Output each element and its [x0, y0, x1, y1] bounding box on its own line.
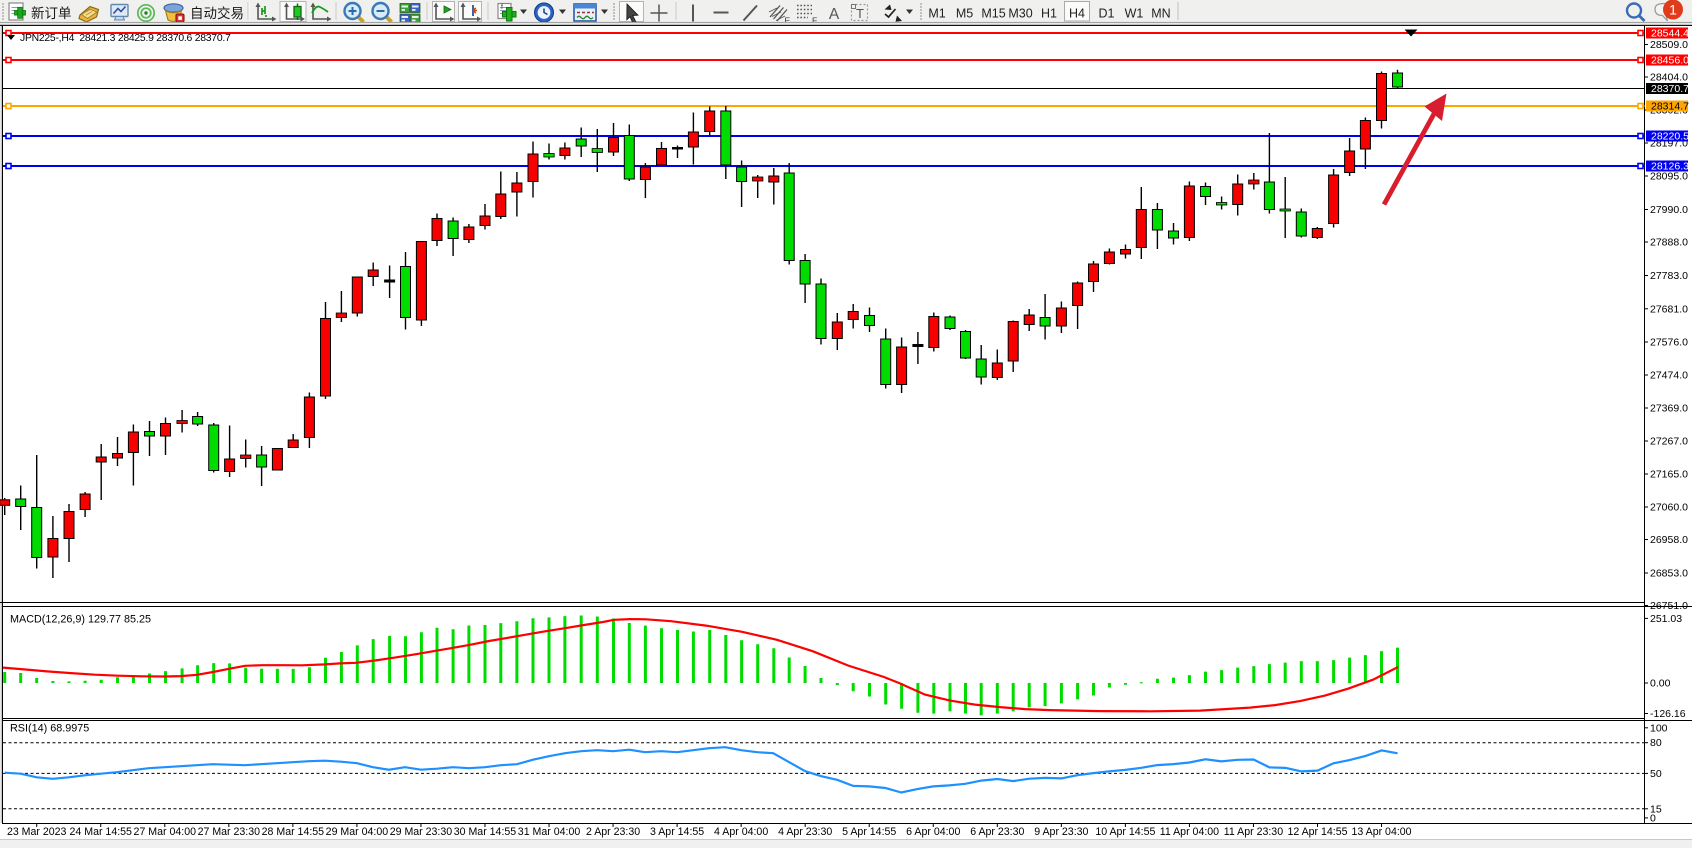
- svg-text:9 Apr 23:30: 9 Apr 23:30: [1034, 826, 1088, 838]
- svg-text:28220.5: 28220.5: [1651, 131, 1689, 143]
- svg-text:27369.0: 27369.0: [1650, 403, 1688, 415]
- svg-text:27 Mar 04:00: 27 Mar 04:00: [134, 826, 197, 838]
- svg-text:10 Apr 14:55: 10 Apr 14:55: [1095, 826, 1155, 838]
- svg-text:MACD(12,26,9) 129.77 85.25: MACD(12,26,9) 129.77 85.25: [10, 614, 151, 626]
- svg-text:80: 80: [1650, 737, 1662, 749]
- svg-text:27165.0: 27165.0: [1650, 469, 1688, 481]
- svg-text:27681.0: 27681.0: [1650, 303, 1688, 315]
- svg-text:31 Mar 04:00: 31 Mar 04:00: [518, 826, 581, 838]
- svg-text:27474.0: 27474.0: [1650, 370, 1688, 382]
- svg-text:26751.0: 26751.0: [1650, 600, 1688, 612]
- svg-text:28 Mar 14:55: 28 Mar 14:55: [262, 826, 325, 838]
- svg-text:E: E: [785, 16, 791, 26]
- svg-text:0.00: 0.00: [1650, 678, 1671, 690]
- svg-text:M15: M15: [981, 7, 1005, 21]
- svg-text:27783.0: 27783.0: [1650, 270, 1688, 282]
- svg-text:MN: MN: [1151, 7, 1170, 21]
- svg-text:23 Mar 2023: 23 Mar 2023: [7, 826, 67, 838]
- svg-text:24 Mar 14:55: 24 Mar 14:55: [70, 826, 133, 838]
- svg-text:100: 100: [1650, 722, 1668, 734]
- svg-text:12 Apr 14:55: 12 Apr 14:55: [1287, 826, 1347, 838]
- svg-text:4 Apr 04:00: 4 Apr 04:00: [714, 826, 768, 838]
- svg-text:2 Apr 23:30: 2 Apr 23:30: [586, 826, 640, 838]
- svg-text:W1: W1: [1125, 7, 1144, 21]
- svg-text:28095.0: 28095.0: [1650, 171, 1688, 183]
- svg-text:28456.0: 28456.0: [1651, 55, 1689, 67]
- svg-text:JPN225-,H4 28421.3 28425.9 28: JPN225-,H4 28421.3 28425.9 28370.6 28370…: [20, 33, 231, 44]
- svg-text:RSI(14) 68.9975: RSI(14) 68.9975: [10, 723, 89, 735]
- svg-text:11 Apr 23:30: 11 Apr 23:30: [1224, 826, 1283, 838]
- svg-text:27576.0: 27576.0: [1650, 337, 1688, 349]
- svg-text:26958.0: 26958.0: [1650, 534, 1688, 546]
- svg-text:27 Mar 23:30: 27 Mar 23:30: [198, 826, 261, 838]
- svg-text:H1: H1: [1041, 7, 1057, 21]
- svg-text:251.03: 251.03: [1650, 613, 1682, 625]
- svg-text:30 Mar 14:55: 30 Mar 14:55: [454, 826, 517, 838]
- svg-text:6 Apr 04:00: 6 Apr 04:00: [906, 826, 960, 838]
- svg-text:26853.0: 26853.0: [1650, 568, 1688, 580]
- svg-text:M1: M1: [928, 7, 945, 21]
- svg-text:28509.0: 28509.0: [1650, 39, 1688, 51]
- svg-text:15: 15: [1650, 803, 1662, 815]
- svg-text:29 Mar 23:30: 29 Mar 23:30: [390, 826, 453, 838]
- svg-text:D1: D1: [1099, 7, 1115, 21]
- svg-text:28370.7: 28370.7: [1651, 83, 1689, 95]
- svg-text:自动交易: 自动交易: [190, 5, 244, 21]
- svg-text:T: T: [856, 6, 864, 21]
- svg-text:F: F: [812, 16, 817, 26]
- svg-text:29 Mar 04:00: 29 Mar 04:00: [326, 826, 389, 838]
- svg-text:27888.0: 27888.0: [1650, 237, 1688, 249]
- svg-text:28544.4: 28544.4: [1651, 28, 1689, 40]
- svg-text:27267.0: 27267.0: [1650, 436, 1688, 448]
- svg-text:4 Apr 23:30: 4 Apr 23:30: [778, 826, 832, 838]
- svg-text:28126.3: 28126.3: [1651, 161, 1689, 173]
- svg-text:6 Apr 23:30: 6 Apr 23:30: [970, 826, 1024, 838]
- svg-text:50: 50: [1650, 768, 1662, 780]
- svg-text:H4: H4: [1069, 7, 1085, 21]
- svg-text:27060.0: 27060.0: [1650, 502, 1688, 514]
- svg-text:M5: M5: [956, 7, 973, 21]
- svg-text:3 Apr 14:55: 3 Apr 14:55: [650, 826, 704, 838]
- svg-text:28314.7: 28314.7: [1651, 101, 1689, 113]
- svg-text:0: 0: [1650, 812, 1656, 824]
- svg-text:新订单: 新订单: [31, 6, 72, 21]
- svg-text:27990.0: 27990.0: [1650, 204, 1688, 216]
- svg-text:11 Apr 04:00: 11 Apr 04:00: [1160, 826, 1219, 838]
- svg-text:A: A: [829, 6, 840, 23]
- svg-text:-126.16: -126.16: [1650, 708, 1686, 720]
- svg-text:13 Apr 04:00: 13 Apr 04:00: [1351, 826, 1411, 838]
- svg-text:M30: M30: [1008, 7, 1032, 21]
- svg-text:5 Apr 14:55: 5 Apr 14:55: [842, 826, 896, 838]
- svg-text:28404.0: 28404.0: [1650, 72, 1688, 84]
- svg-text:1: 1: [1669, 2, 1677, 18]
- svg-text:f: f: [501, 4, 503, 11]
